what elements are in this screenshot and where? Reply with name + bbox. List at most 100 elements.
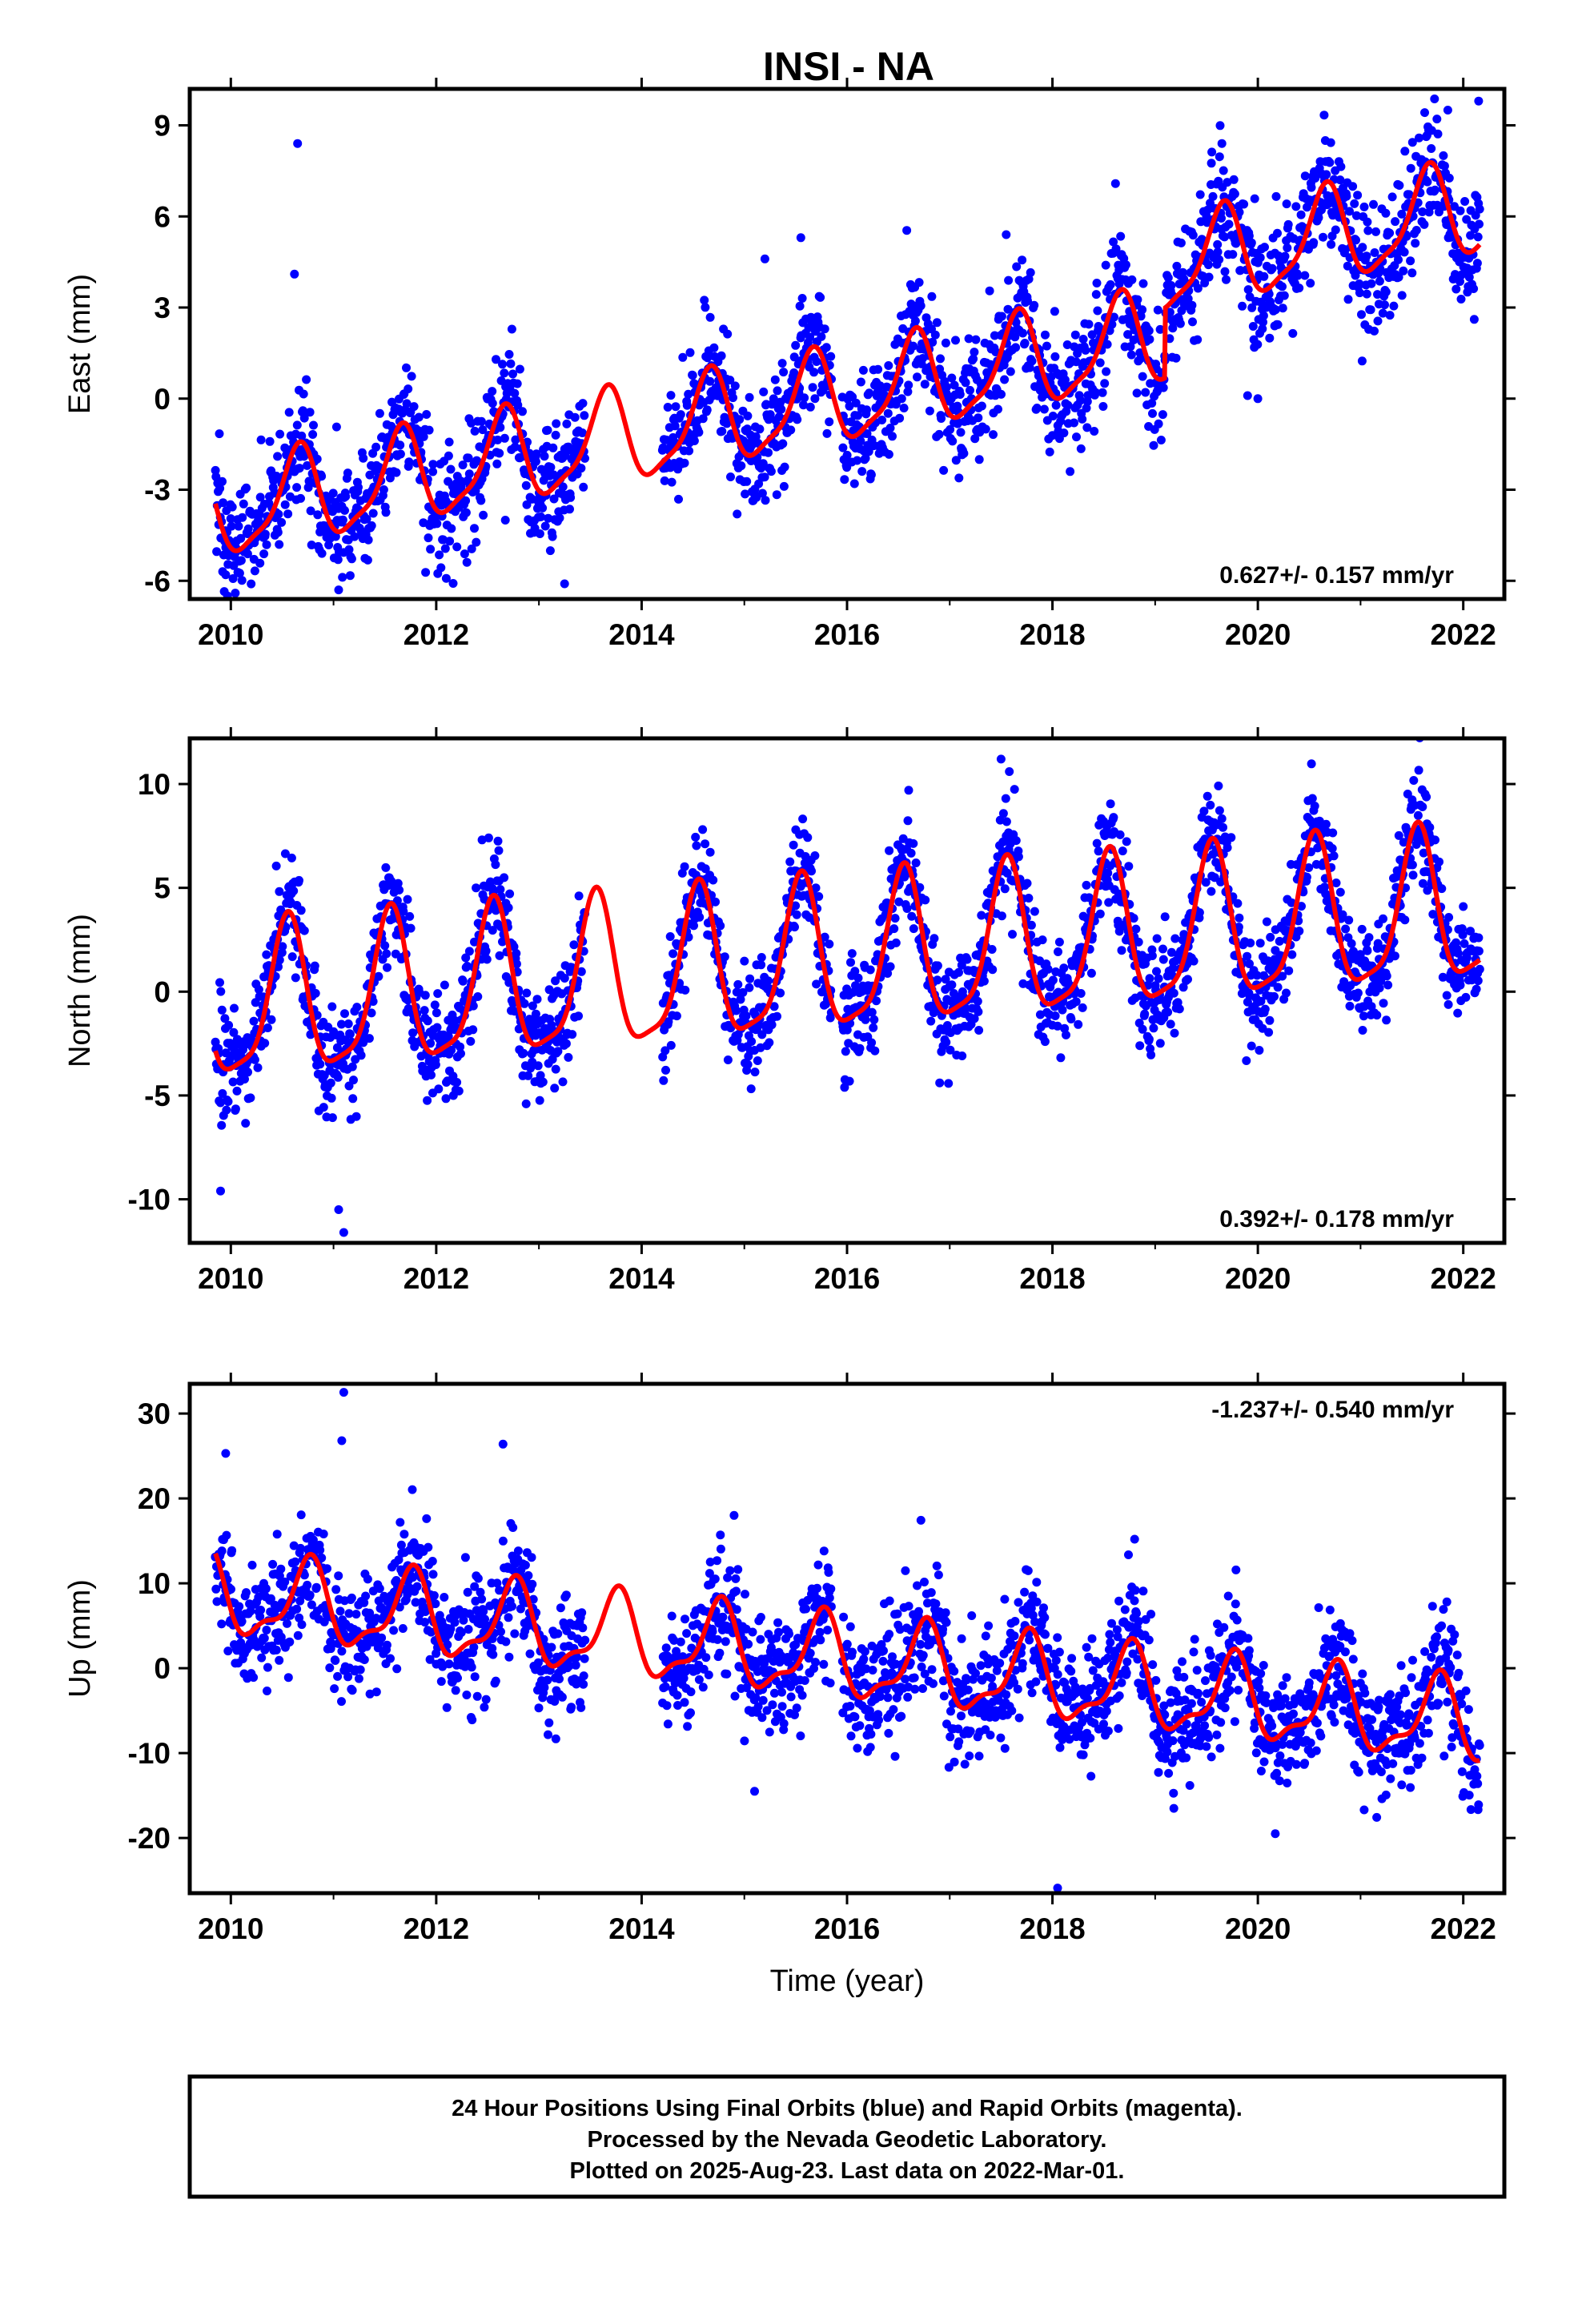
- data-point: [809, 368, 819, 377]
- data-point: [338, 515, 347, 525]
- data-point: [419, 432, 428, 441]
- data-point: [255, 558, 265, 568]
- data-point: [907, 911, 917, 921]
- data-point: [1256, 996, 1266, 1006]
- data-point: [1422, 792, 1431, 802]
- data-point: [743, 1059, 753, 1069]
- data-point: [1228, 250, 1238, 259]
- data-point: [1375, 264, 1385, 274]
- data-point: [458, 976, 468, 986]
- data-point: [1203, 791, 1212, 801]
- data-point: [527, 1553, 536, 1562]
- data-point: [1322, 170, 1331, 179]
- data-point: [1160, 912, 1170, 922]
- data-point: [742, 476, 752, 486]
- data-point: [1248, 322, 1258, 331]
- data-point: [740, 956, 749, 966]
- data-point: [1408, 870, 1418, 880]
- data-point: [295, 875, 303, 885]
- data-point: [936, 354, 945, 364]
- data-point: [470, 524, 479, 533]
- data-point: [315, 1059, 325, 1069]
- data-point: [990, 331, 999, 340]
- data-point: [821, 343, 831, 352]
- data-point: [550, 1084, 560, 1093]
- data-point: [806, 312, 816, 322]
- data-point: [535, 529, 544, 538]
- data-point: [741, 489, 750, 499]
- data-point: [1283, 219, 1293, 229]
- data-point: [1394, 272, 1403, 282]
- x-tick-label: 2022: [1431, 618, 1496, 651]
- data-point: [733, 979, 743, 989]
- data-point: [1004, 275, 1014, 285]
- data-point: [757, 489, 767, 498]
- data-point: [1051, 400, 1061, 410]
- data-point: [977, 911, 986, 920]
- data-point: [1018, 255, 1027, 265]
- data-point: [1043, 964, 1053, 974]
- data-point: [218, 476, 227, 486]
- data-point: [746, 1084, 756, 1094]
- data-point: [842, 450, 852, 460]
- data-point: [1469, 315, 1479, 324]
- x-tick-label: 2010: [198, 1262, 263, 1295]
- data-point: [1149, 440, 1158, 450]
- data-point: [1373, 939, 1383, 948]
- data-point: [777, 359, 787, 368]
- data-point: [375, 1584, 384, 1594]
- data-point: [866, 470, 876, 480]
- data-point: [914, 278, 924, 287]
- data-point: [777, 404, 786, 414]
- data-point: [431, 1060, 440, 1069]
- data-point: [733, 509, 742, 519]
- data-point: [509, 942, 519, 951]
- data-point: [488, 399, 497, 408]
- data-point: [1443, 106, 1452, 115]
- data-point: [1335, 175, 1345, 185]
- data-point: [1090, 427, 1099, 436]
- data-point: [420, 1618, 430, 1627]
- data-point: [427, 1627, 436, 1637]
- data-point: [1193, 283, 1203, 293]
- data-point: [331, 422, 341, 432]
- data-point: [730, 381, 740, 391]
- data-point: [1307, 759, 1316, 769]
- data-point: [333, 1072, 343, 1082]
- data-point: [745, 983, 754, 992]
- data-point: [939, 465, 949, 475]
- data-point: [1000, 884, 1010, 894]
- data-point: [1397, 209, 1407, 219]
- data-point: [1082, 404, 1091, 413]
- data-point: [997, 312, 1006, 321]
- data-point: [717, 351, 726, 360]
- data-point: [426, 1039, 436, 1048]
- data-point: [1387, 192, 1397, 202]
- data-point: [531, 1009, 540, 1019]
- data-point: [1385, 228, 1395, 238]
- data-point: [1217, 814, 1227, 823]
- data-point: [711, 897, 720, 907]
- data-point: [536, 512, 546, 521]
- data-point: [484, 833, 493, 842]
- data-point: [460, 549, 469, 559]
- data-point: [422, 410, 432, 419]
- data-point: [786, 425, 796, 435]
- data-point: [1296, 210, 1306, 219]
- data-point: [1358, 1026, 1367, 1035]
- data-point: [217, 1546, 227, 1556]
- data-point: [865, 965, 875, 975]
- data-point: [1145, 335, 1154, 344]
- data-point: [974, 1007, 983, 1016]
- data-point: [340, 505, 349, 515]
- data-point: [1271, 305, 1280, 315]
- data-point: [1278, 971, 1287, 981]
- data-point: [254, 985, 263, 995]
- data-point: [311, 1582, 321, 1592]
- data-point: [1345, 1001, 1355, 1011]
- data-point: [230, 1003, 239, 1013]
- data-point: [974, 455, 984, 464]
- data-point: [767, 1020, 777, 1030]
- data-point: [276, 1564, 286, 1574]
- data-point: [297, 431, 307, 440]
